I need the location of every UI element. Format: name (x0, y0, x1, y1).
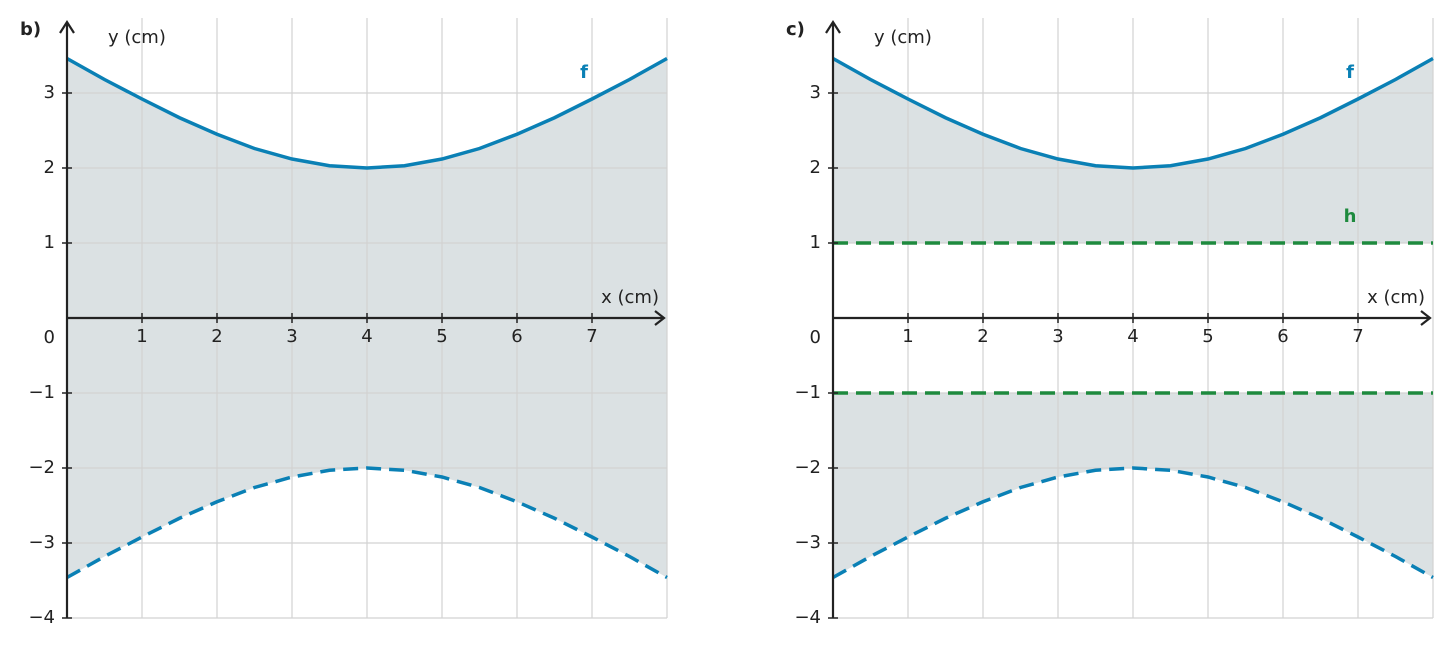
origin-label: 0 (44, 327, 55, 348)
series-label: h (1344, 206, 1357, 227)
x-tick-label: 4 (361, 326, 372, 347)
y-tick-label: −3 (28, 532, 55, 553)
panel-label: b) (20, 19, 41, 40)
x-tick-label: 3 (286, 326, 297, 347)
x-tick-label: 5 (1202, 326, 1213, 347)
series-label: f (580, 62, 588, 83)
y-tick-label: −2 (28, 457, 55, 478)
x-tick-label: 2 (211, 326, 222, 347)
x-tick-label: 1 (136, 326, 147, 347)
panel: f h 1 2 3 4 5 6 7 −4 −3 −2 −1 0 1 2 3 c) y (cm) x (cm) (786, 18, 1434, 628)
y-tick-label: 3 (810, 82, 821, 103)
y-tick-label: −3 (794, 532, 821, 553)
y-tick-label: 1 (810, 232, 821, 253)
y-tick-label: −1 (794, 382, 821, 403)
y-tick-label: 3 (44, 82, 55, 103)
y-axis-label: y (cm) (874, 27, 932, 48)
x-tick-label: 6 (511, 326, 522, 347)
curve (832, 466, 1434, 580)
y-axis-label: y (cm) (108, 27, 166, 48)
y-tick-label: −2 (794, 457, 821, 478)
origin-label: 0 (810, 327, 821, 348)
x-tick-label: 7 (586, 326, 597, 347)
x-tick-label: 3 (1052, 326, 1063, 347)
curve (832, 56, 1434, 170)
series-label: f (1346, 62, 1354, 83)
x-tick-label: 2 (977, 326, 988, 347)
y-tick-label: −4 (28, 607, 55, 628)
x-tick-label: 7 (1352, 326, 1363, 347)
y-axis-arrow (825, 19, 841, 34)
panel-label: c) (786, 19, 805, 40)
x-tick-label: 6 (1277, 326, 1288, 347)
x-axis-label: x (cm) (1367, 287, 1425, 308)
curve (66, 466, 668, 580)
y-tick-label: 2 (810, 157, 821, 178)
x-axis-label: x (cm) (601, 287, 659, 308)
x-tick-label: 1 (902, 326, 913, 347)
y-tick-label: −4 (794, 607, 821, 628)
y-tick-label: 1 (44, 232, 55, 253)
x-axis-arrow (654, 310, 666, 326)
x-axis-arrow (1420, 310, 1432, 326)
y-tick-label: −1 (28, 382, 55, 403)
x-tick-label: 5 (436, 326, 447, 347)
y-axis-arrow (59, 19, 75, 34)
x-tick-label: 4 (1127, 326, 1138, 347)
y-tick-label: 2 (44, 157, 55, 178)
panel: f 1 2 3 4 5 6 7 −4 −3 −2 −1 0 1 2 3 b) y (cm) x (cm) (20, 18, 668, 628)
curve (66, 56, 668, 170)
